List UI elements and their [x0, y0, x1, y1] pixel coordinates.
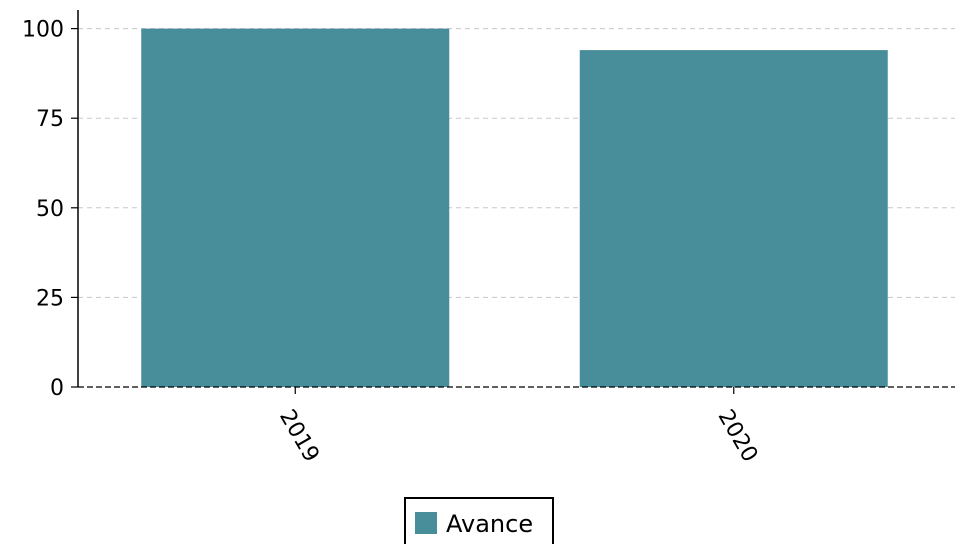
bar-2020	[579, 50, 888, 387]
legend-swatch-avance	[415, 512, 437, 534]
y-axis-ticks: 0 25 50 75 100	[22, 18, 78, 401]
y-tick-label: 50	[36, 197, 64, 222]
axes	[77, 10, 955, 388]
bar-2019	[141, 28, 450, 387]
x-tick-label-2020: 2020	[713, 406, 763, 467]
bars	[141, 28, 888, 387]
y-tick-label: 25	[36, 286, 64, 311]
y-tick-label: 0	[50, 376, 64, 401]
y-tick-label: 75	[36, 107, 64, 132]
y-tick-label: 100	[22, 18, 64, 43]
x-tick-label-2019: 2019	[274, 406, 324, 467]
legend-label-avance: Avance	[446, 510, 533, 538]
x-axis-ticks: 2019 2020	[274, 387, 762, 466]
legend: Avance	[404, 497, 554, 547]
